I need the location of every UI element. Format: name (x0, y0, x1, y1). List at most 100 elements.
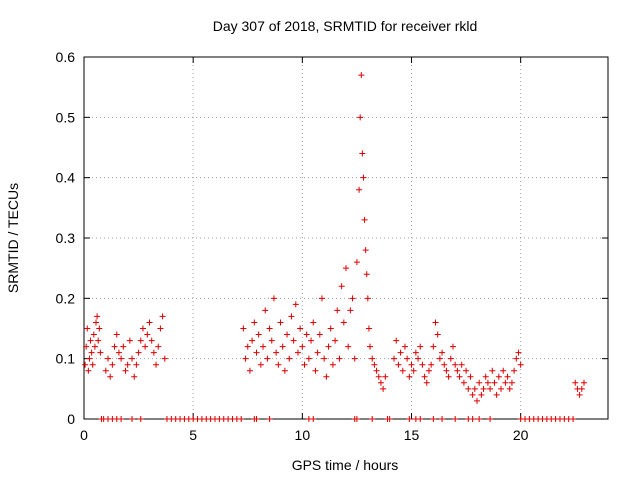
data-point (487, 416, 494, 422)
data-point (96, 325, 103, 332)
data-point (86, 355, 93, 362)
data-point (391, 355, 398, 362)
data-point (142, 343, 149, 350)
data-point (150, 349, 157, 356)
data-point (425, 367, 432, 374)
data-point (89, 361, 96, 368)
data-point (255, 331, 262, 338)
data-point (456, 373, 463, 380)
data-point (353, 259, 360, 266)
data-point (364, 295, 371, 302)
data-point (314, 349, 321, 356)
data-point (240, 325, 247, 332)
data-point (406, 416, 413, 422)
data-point (357, 114, 364, 121)
data-point (318, 295, 325, 302)
x-tick-label: 15 (404, 427, 420, 443)
data-point (347, 307, 354, 314)
data-point (118, 416, 125, 422)
data-point (297, 325, 304, 332)
data-point (102, 367, 109, 374)
data-point (90, 331, 97, 338)
data-point (270, 295, 277, 302)
data-point (159, 313, 166, 320)
data-point (474, 397, 480, 404)
data-point (305, 355, 312, 362)
data-point (139, 325, 146, 332)
data-point (393, 337, 400, 344)
data-point (359, 150, 366, 157)
data-point (338, 283, 345, 290)
data-point (246, 367, 253, 374)
data-point (126, 337, 133, 344)
data-point (351, 355, 358, 362)
data-point (465, 385, 472, 392)
data-point (373, 367, 380, 374)
x-tick-label: 20 (513, 427, 529, 443)
data-point (454, 367, 461, 374)
data-point (124, 361, 131, 368)
data-point (460, 379, 467, 386)
data-point (301, 361, 308, 368)
data-point (118, 355, 125, 362)
data-point (316, 331, 323, 338)
data-point (375, 373, 382, 380)
data-point (84, 325, 91, 332)
data-point (445, 373, 452, 380)
data-point (268, 337, 275, 344)
data-point (260, 343, 267, 350)
data-point (401, 343, 408, 350)
data-point (340, 319, 347, 326)
data-point (463, 367, 470, 374)
data-point (430, 343, 437, 350)
data-point (449, 343, 456, 350)
data-point (135, 349, 142, 356)
data-point (434, 331, 441, 338)
data-point (415, 355, 422, 362)
data-point (467, 373, 474, 380)
data-point (336, 355, 343, 362)
data-point (412, 349, 419, 356)
data-point (266, 325, 273, 332)
data-point (360, 174, 367, 181)
data-point (146, 319, 153, 326)
data-point (88, 349, 95, 356)
data-point (397, 349, 404, 356)
data-point (367, 343, 374, 350)
data-point (310, 319, 317, 326)
y-tick-label: 0.3 (56, 230, 76, 246)
data-point (476, 379, 483, 386)
data-point (266, 416, 273, 422)
y-tick-label: 0.2 (56, 290, 76, 306)
data-point (111, 343, 118, 350)
data-point (91, 343, 98, 350)
data-point (576, 391, 583, 398)
data-point (484, 379, 491, 386)
data-point (439, 349, 446, 356)
data-point (578, 385, 585, 392)
data-point (129, 355, 136, 362)
x-tick-label: 5 (189, 427, 197, 443)
y-tick-label: 0.6 (56, 49, 76, 65)
data-point (419, 361, 426, 368)
data-point (97, 349, 104, 356)
data-point (113, 331, 120, 338)
data-point (238, 416, 245, 422)
data-point (570, 416, 577, 422)
data-point (251, 319, 258, 326)
data-point (511, 367, 518, 374)
data-point (242, 355, 249, 362)
y-tick-label: 0.4 (56, 170, 76, 186)
data-point (264, 355, 271, 362)
data-point (299, 343, 306, 350)
data-point (137, 337, 144, 344)
data-point (572, 379, 579, 386)
data-point (275, 361, 282, 368)
data-point (244, 343, 251, 350)
data-points (82, 72, 587, 422)
data-point (458, 361, 465, 368)
data-point (489, 367, 496, 374)
data-point (292, 301, 299, 308)
plot-frame (83, 56, 609, 420)
